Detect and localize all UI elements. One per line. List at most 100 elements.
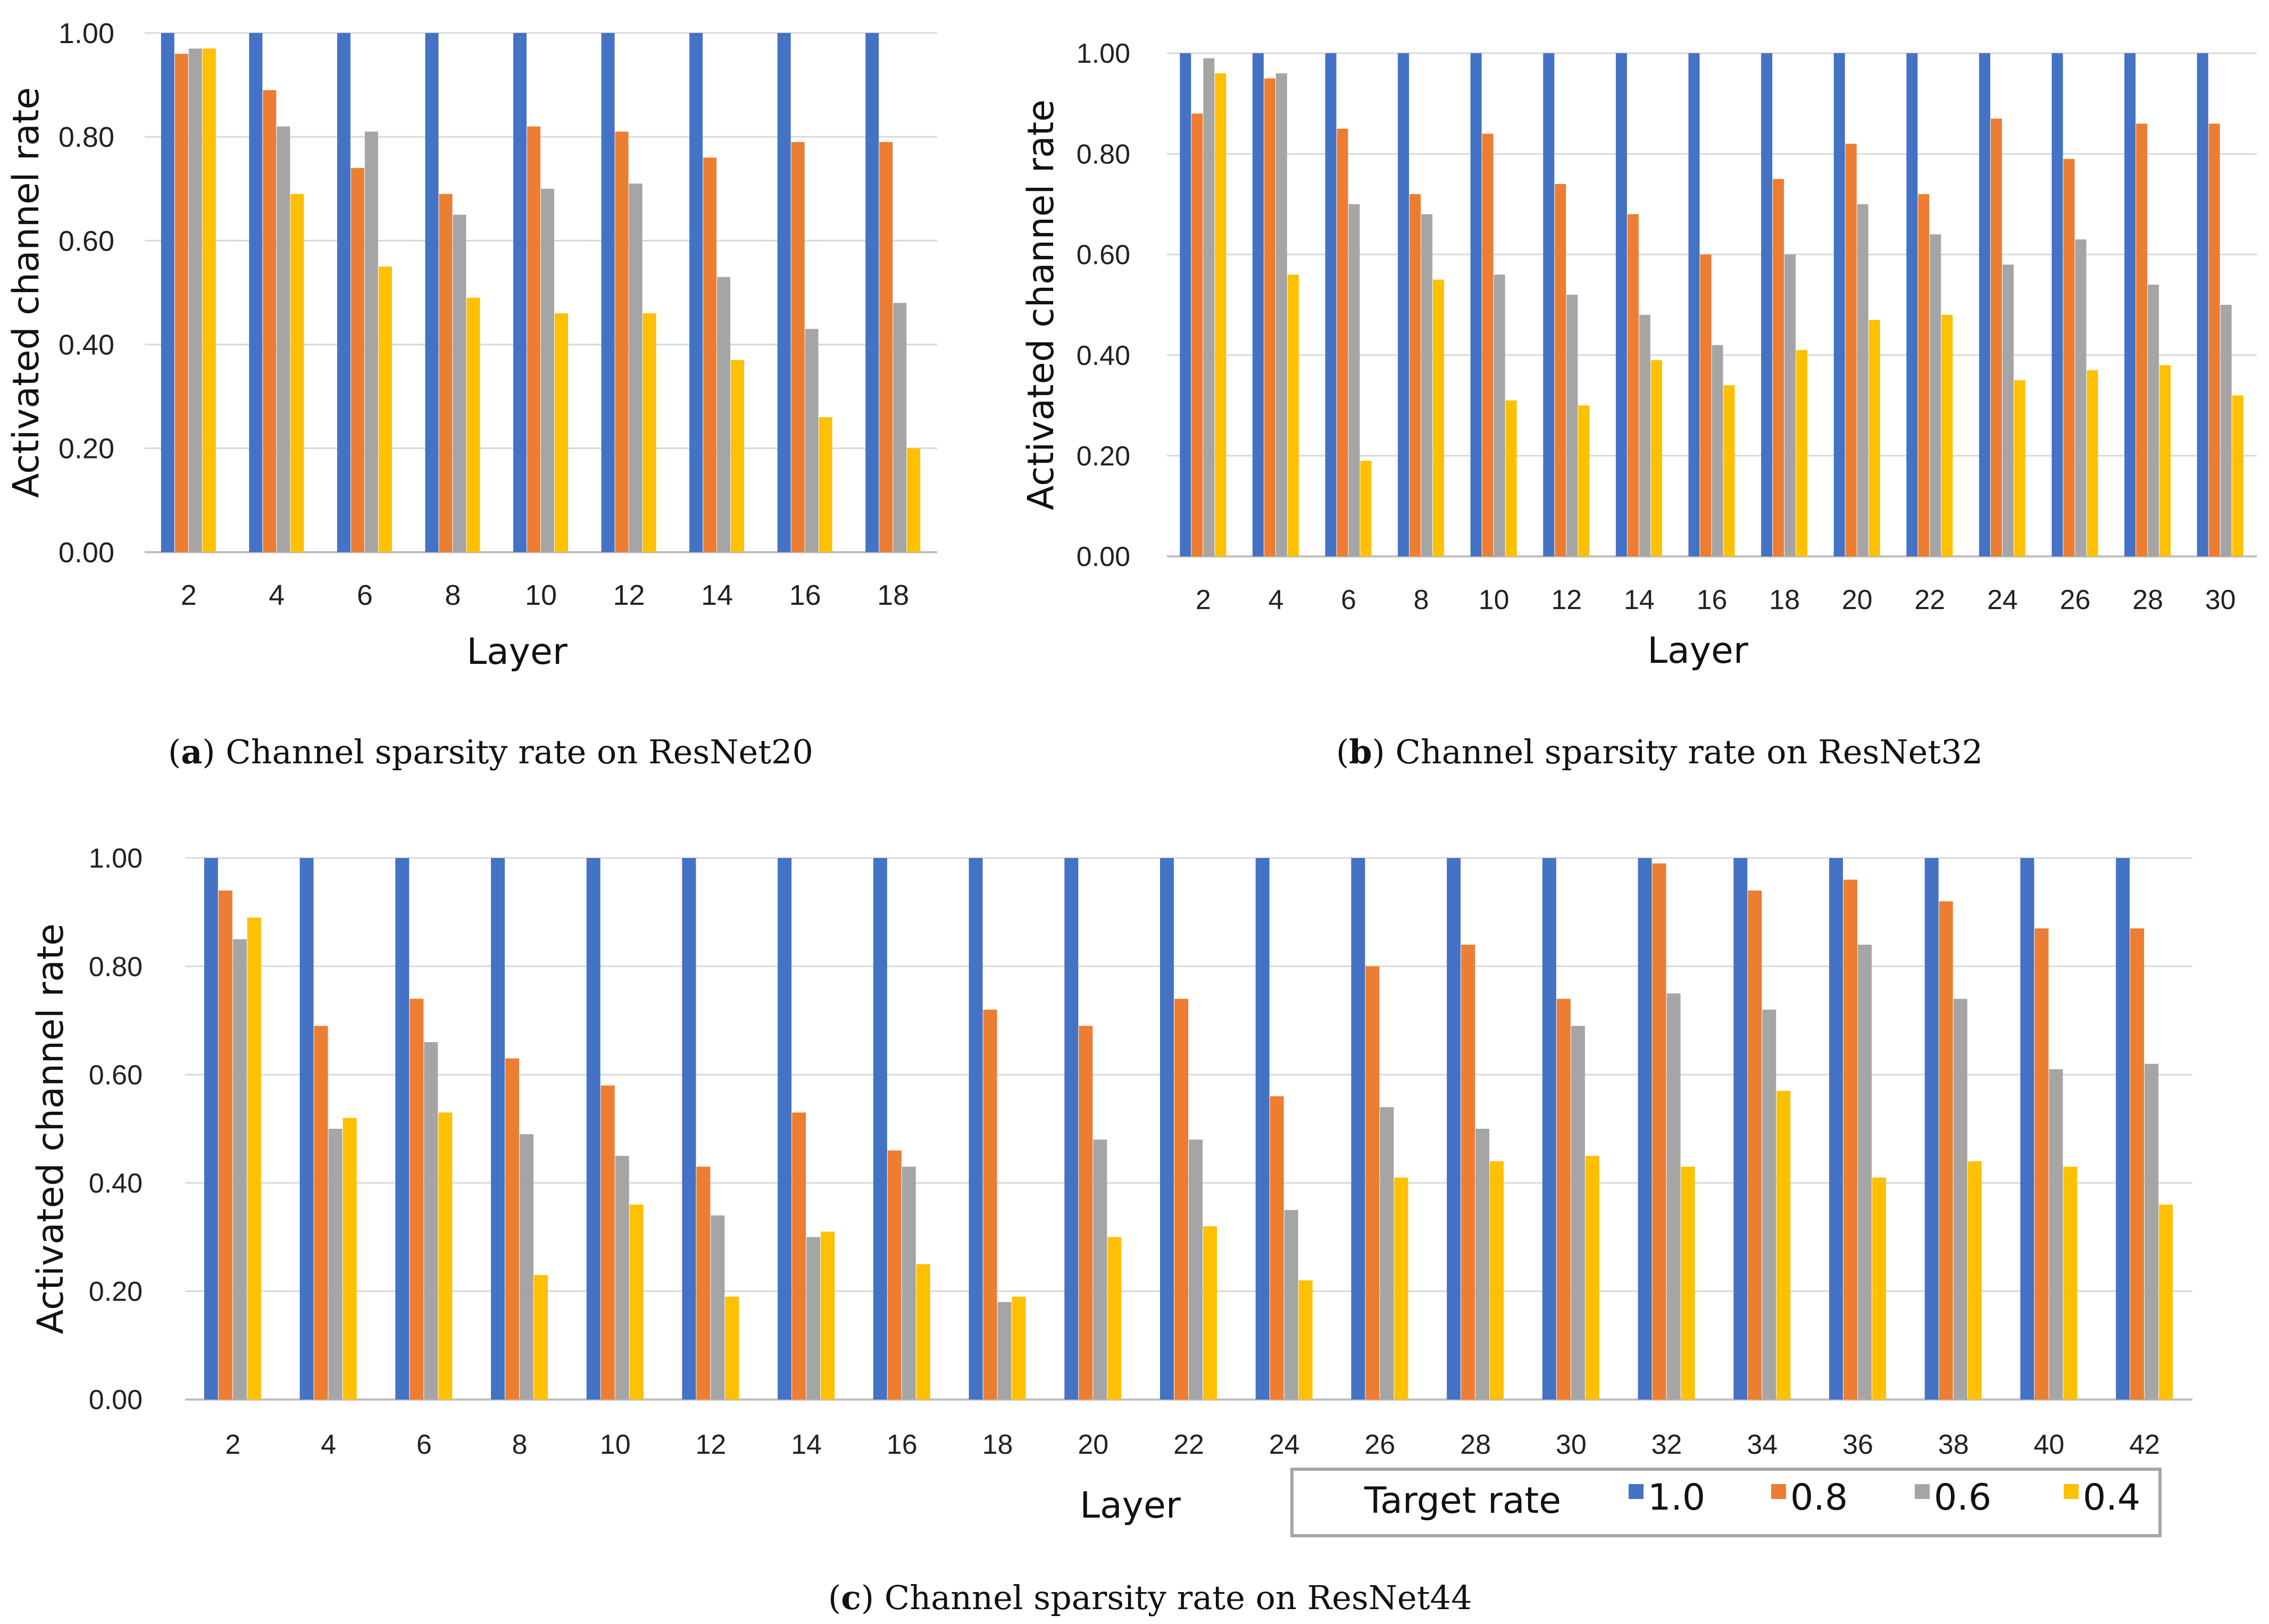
bar-layer-30-rate-0-4 bbox=[2232, 395, 2243, 556]
x-tick-label: 18 bbox=[982, 1429, 1013, 1460]
bar-layer-14-rate-1-0 bbox=[689, 33, 703, 552]
caption-text: Channel sparsity rate on ResNet20 bbox=[226, 732, 813, 771]
bar-layer-10-rate-1-0 bbox=[586, 858, 600, 1400]
bar-layer-30-rate-0-8 bbox=[1556, 998, 1571, 1400]
bar-layer-34-rate-1-0 bbox=[1733, 858, 1748, 1400]
bar-layer-30-rate-0-4 bbox=[1585, 1155, 1599, 1400]
bar-layer-8-rate-0-4 bbox=[466, 297, 480, 552]
x-tick-label: 20 bbox=[1842, 585, 1873, 615]
bar-layer-14-rate-0-6 bbox=[1639, 314, 1650, 556]
caption-letter: b bbox=[1349, 732, 1372, 771]
caption-close-paren: ) bbox=[1372, 732, 1396, 771]
legend-label-0-8: 0.8 bbox=[1790, 1477, 1848, 1519]
bar-layer-14-rate-0-4 bbox=[821, 1231, 835, 1400]
x-tick-label: 12 bbox=[1551, 585, 1582, 615]
bar-layer-18-rate-0-6 bbox=[893, 303, 907, 552]
bar-layer-18-rate-0-8 bbox=[1773, 179, 1784, 556]
x-tick-label: 38 bbox=[1938, 1429, 1969, 1460]
bar-layer-20-rate-0-6 bbox=[1857, 204, 1868, 556]
y-tick-label: 0.60 bbox=[89, 1060, 143, 1090]
bar-layer-8-rate-0-6 bbox=[1421, 214, 1433, 557]
bar-layer-20-rate-1-0 bbox=[1833, 53, 1845, 556]
bar-layer-36-rate-1-0 bbox=[1829, 858, 1843, 1400]
chart-resnet44: 0.000.200.400.600.801.002 4 6 8 10 12 14 16 18 20… bbox=[30, 843, 2192, 1617]
bar-layer-24-rate-0-8 bbox=[1990, 118, 2002, 557]
bar-layer-4-rate-0-4 bbox=[290, 194, 304, 552]
bar-layer-42-rate-0-8 bbox=[2130, 928, 2145, 1400]
bar-layer-2-rate-1-0 bbox=[1180, 53, 1191, 556]
legend-label-0-4: 0.4 bbox=[2083, 1477, 2140, 1519]
bar-layer-8-rate-1-0 bbox=[491, 858, 505, 1400]
bar-layer-14-rate-0-8 bbox=[1627, 214, 1639, 557]
x-tick-label: 24 bbox=[1269, 1429, 1300, 1460]
bar-layer-28-rate-0-8 bbox=[2136, 123, 2148, 556]
bar-layer-12-rate-1-0 bbox=[682, 858, 696, 1400]
bar-layer-30-rate-1-0 bbox=[2197, 53, 2208, 556]
x-tick-label: 16 bbox=[1697, 585, 1728, 615]
bar-layer-16-rate-0-8 bbox=[1700, 254, 1712, 556]
bar-layer-36-rate-0-8 bbox=[1843, 879, 1857, 1400]
y-tick-label: 0.40 bbox=[1077, 340, 1130, 371]
bar-layer-20-rate-0-6 bbox=[1093, 1139, 1107, 1400]
bar-layer-24-rate-0-6 bbox=[2002, 264, 2014, 556]
legend-title: Target rate bbox=[1364, 1480, 1561, 1522]
x-tick-label: 36 bbox=[1842, 1429, 1873, 1460]
bar-layer-28-rate-0-6 bbox=[1475, 1129, 1490, 1400]
y-tick-label: 0.60 bbox=[59, 225, 114, 257]
bar-layer-24-rate-0-4 bbox=[2014, 380, 2025, 556]
bar-layer-16-rate-0-6 bbox=[902, 1167, 916, 1400]
bar-layer-12-rate-0-6 bbox=[629, 184, 643, 552]
bar-layer-6-rate-1-0 bbox=[1325, 53, 1337, 556]
bar-layer-32-rate-1-0 bbox=[1638, 858, 1652, 1400]
x-axis-title: Layer bbox=[466, 631, 568, 673]
caption-letter: c bbox=[841, 1578, 861, 1617]
bar-layer-24-rate-1-0 bbox=[1255, 858, 1270, 1400]
y-tick-label: 0.00 bbox=[89, 1385, 143, 1415]
bar-layer-42-rate-0-6 bbox=[2145, 1063, 2159, 1400]
bar-layer-14-rate-0-4 bbox=[731, 360, 745, 552]
bar-layer-18-rate-0-8 bbox=[983, 1010, 997, 1400]
bar-layer-10-rate-1-0 bbox=[1470, 53, 1482, 556]
bar-layer-36-rate-0-6 bbox=[1858, 944, 1872, 1400]
bar-layer-2-rate-1-0 bbox=[161, 33, 174, 552]
caption-close-paren: ) bbox=[861, 1578, 885, 1617]
bar-layer-34-rate-0-4 bbox=[1776, 1090, 1791, 1400]
bar-layer-18-rate-0-6 bbox=[1784, 254, 1796, 556]
bar-layer-10-rate-0-6 bbox=[541, 188, 554, 552]
bar-layer-10-rate-0-8 bbox=[1482, 134, 1494, 557]
bar-layer-22-rate-0-4 bbox=[1941, 314, 1953, 556]
bar-layer-6-rate-0-8 bbox=[1337, 128, 1348, 556]
bar-layer-12-rate-0-8 bbox=[615, 131, 629, 552]
y-axis-title: Activated channel rate bbox=[30, 923, 72, 1334]
bar-layer-4-rate-0-6 bbox=[328, 1129, 343, 1400]
bar-layer-38-rate-1-0 bbox=[1924, 858, 1939, 1400]
x-tick-label: 42 bbox=[2129, 1429, 2160, 1460]
x-tick-label: 4 bbox=[269, 579, 285, 611]
bar-layer-4-rate-1-0 bbox=[299, 858, 314, 1400]
bar-layer-16-rate-0-4 bbox=[819, 417, 832, 552]
x-tick-label: 4 bbox=[321, 1429, 336, 1460]
chart-resnet32: 0.000.200.400.600.801.002 4 6 8 10 12 14 16 18 20… bbox=[1020, 38, 2257, 771]
bar-layer-2-rate-0-4 bbox=[247, 917, 261, 1400]
caption-close-paren: ) bbox=[202, 732, 226, 771]
bar-layer-6-rate-1-0 bbox=[337, 33, 351, 552]
bar-layer-40-rate-0-4 bbox=[2063, 1167, 2078, 1400]
bar-layer-18-rate-0-4 bbox=[907, 448, 921, 552]
bar-layer-32-rate-0-8 bbox=[1652, 863, 1666, 1400]
bar-layer-26-rate-0-8 bbox=[1365, 966, 1380, 1400]
bar-layer-30-rate-0-8 bbox=[2208, 123, 2220, 556]
bar-layer-6-rate-0-6 bbox=[1348, 204, 1360, 556]
bar-layer-18-rate-1-0 bbox=[865, 33, 879, 552]
y-tick-label: 0.80 bbox=[89, 952, 143, 982]
bar-layer-20-rate-0-4 bbox=[1868, 320, 1880, 556]
x-tick-label: 32 bbox=[1651, 1429, 1682, 1460]
bar-layer-26-rate-0-6 bbox=[1380, 1107, 1394, 1400]
bar-layer-14-rate-0-6 bbox=[717, 277, 731, 552]
x-tick-label: 30 bbox=[2205, 585, 2236, 615]
bar-layer-12-rate-1-0 bbox=[1543, 53, 1555, 556]
bar-layer-10-rate-0-4 bbox=[1505, 400, 1517, 556]
bar-layer-16-rate-0-8 bbox=[887, 1150, 902, 1400]
y-tick-label: 0.60 bbox=[1077, 240, 1130, 271]
x-tick-label: 14 bbox=[791, 1429, 822, 1460]
y-tick-label: 0.20 bbox=[1077, 441, 1130, 472]
